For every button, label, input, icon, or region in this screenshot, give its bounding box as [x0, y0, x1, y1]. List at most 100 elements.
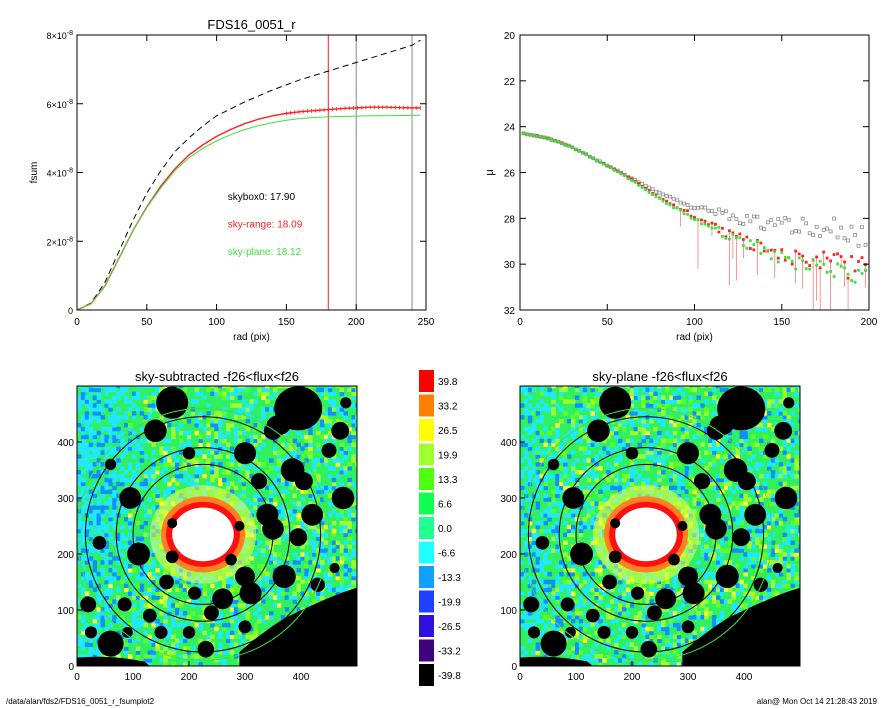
mu-point-red: [682, 209, 686, 212]
image-ytick-label: 100: [57, 606, 74, 617]
mu-point-red: [724, 235, 728, 239]
mu-point-gray: [818, 234, 822, 238]
mu-point-green: [672, 206, 675, 210]
colorbar-label-0: 39.8: [438, 377, 458, 388]
colorbar-label-11: -33.2: [438, 647, 461, 658]
image-xtick-label: 200: [624, 672, 641, 683]
mu-ytick-label: 32: [504, 306, 516, 317]
colorbar-swatch-0: [419, 370, 434, 392]
mu-point-green: [752, 243, 756, 246]
mu-point-red: [853, 269, 857, 273]
fsum-series-green: [76, 114, 421, 311]
masked-source: [329, 562, 340, 574]
masked-source: [182, 446, 196, 460]
mu-point-green: [630, 179, 634, 182]
mu-point-gray: [678, 200, 683, 205]
mu-point-gray: [699, 205, 704, 210]
mu-point-green: [668, 203, 672, 207]
mu-point-gray: [797, 229, 802, 234]
mu-point-red: [846, 276, 850, 280]
mu-point-green: [721, 235, 724, 238]
mu-point-green: [595, 158, 599, 162]
mu-point-red: [752, 248, 756, 252]
mu-point-red: [647, 189, 651, 193]
fsum-xtick-label: 100: [208, 317, 225, 328]
mu-point-red: [689, 214, 693, 218]
mu-point-green: [811, 258, 815, 262]
mu-point-gray: [696, 205, 700, 210]
mu-point-gray: [758, 225, 763, 230]
galaxy-core: [172, 507, 234, 562]
mu-point-red: [836, 252, 839, 256]
mu-point-gray: [643, 183, 648, 188]
masked-source: [331, 486, 355, 510]
image-xtick-label: 300: [680, 672, 697, 683]
fsum-ytick-label: 8×10-8: [46, 30, 73, 41]
masked-source: [597, 625, 611, 639]
mu-point-green: [860, 272, 864, 275]
masked-source: [310, 577, 325, 592]
mu-point-green: [738, 236, 742, 240]
mu-point-green: [560, 142, 564, 146]
image-ytick-label: 100: [500, 606, 517, 617]
mu-point-green: [570, 146, 574, 149]
mu-point-green: [731, 233, 735, 236]
mu-xtick-label: 200: [861, 317, 878, 328]
fsum-ytick-label: 2×10-8: [46, 236, 73, 247]
mu-point-red: [843, 260, 846, 264]
mu-point-red: [672, 203, 675, 207]
mu-point-green: [846, 272, 850, 276]
mu-point-red: [825, 256, 829, 260]
colorbar-swatch-3: [419, 443, 434, 466]
masked-source: [238, 620, 252, 634]
mu-point-green: [728, 237, 731, 241]
image-ytick-label: 0: [68, 662, 74, 673]
fsum-xlabel: rad (pix): [233, 332, 270, 343]
mu-point-green: [686, 212, 689, 216]
mu-point-red: [780, 248, 784, 252]
mu-point-red: [738, 232, 742, 236]
mu-point-green: [577, 149, 581, 153]
masked-source: [585, 608, 600, 623]
mu-point-gray: [832, 216, 836, 221]
masked-source: [625, 626, 639, 639]
mu-point-red: [839, 255, 843, 258]
mu-point-gray: [800, 216, 805, 221]
fsum-ytick-label: 0: [68, 306, 73, 316]
mu-point-gray: [668, 194, 672, 199]
masked-source: [562, 487, 585, 509]
mu-point-gray: [654, 189, 658, 194]
mu-point-gray: [671, 196, 676, 201]
mu-point-green: [658, 196, 661, 200]
mu-point-green: [553, 139, 557, 143]
mu-point-green: [637, 183, 641, 187]
colorbar-swatch-2: [419, 419, 434, 441]
colorbar-label-2: 26.5: [438, 426, 458, 437]
mu-point-green: [769, 257, 773, 261]
mu-point-gray: [783, 216, 788, 220]
mu-point-gray: [755, 214, 760, 219]
masked-source: [587, 419, 610, 443]
colorbar-swatch-8: [419, 566, 434, 588]
image-frame: [76, 385, 358, 667]
mu-point-gray: [720, 211, 725, 215]
masked-source: [682, 582, 705, 605]
masked-source: [677, 521, 688, 531]
mu-point-red: [783, 258, 787, 262]
mu-point-red: [790, 262, 794, 266]
mu-point-green: [640, 186, 644, 189]
masked-source: [715, 564, 739, 588]
masked-source: [625, 446, 639, 460]
image-title: sky-subtracted -f26<flux<f26: [135, 369, 299, 384]
colorbar-label-12: -39.8: [438, 671, 461, 682]
masked-source: [535, 535, 550, 550]
mu-point-gray: [811, 233, 816, 238]
mu-point-green: [787, 256, 791, 260]
mu-point-green: [609, 166, 613, 170]
masked-source: [640, 640, 658, 658]
mu-point-green: [563, 143, 567, 147]
image-ytick-label: 400: [500, 438, 517, 449]
fsum-annotation-2: sky-plane: 18.12: [228, 247, 302, 258]
fsum-ylabel: fsum: [29, 162, 40, 184]
